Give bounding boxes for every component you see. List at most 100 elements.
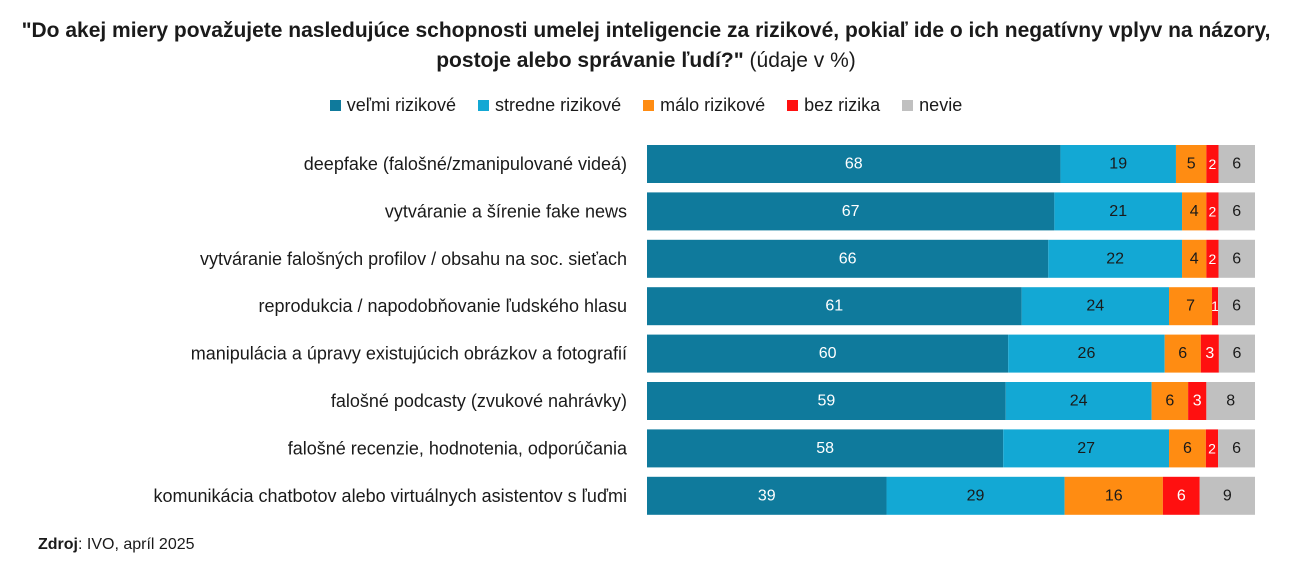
data-label: 6: [1232, 156, 1241, 173]
data-label: 60: [819, 345, 837, 362]
data-label: 6: [1232, 298, 1241, 315]
bar-segment: [1003, 429, 1170, 468]
data-label: 24: [1086, 298, 1104, 315]
data-label: 3: [1205, 345, 1214, 362]
chart-legend: veľmi rizikové stredne rizikové málo rizik…: [0, 95, 1292, 116]
data-label: 26: [1078, 345, 1096, 362]
bar-segment: [1060, 145, 1176, 183]
data-label: 6: [1177, 487, 1186, 504]
bar-segment: [647, 382, 1006, 420]
data-label: 27: [1077, 440, 1095, 457]
data-label: 1: [1211, 298, 1219, 314]
category-label: deepfake (falošné/zmanipulované videá): [304, 154, 627, 174]
bar-segment: [1048, 239, 1183, 278]
bar-segment: [1182, 239, 1207, 278]
data-label: 67: [842, 203, 860, 220]
bar-segment: [1218, 239, 1255, 278]
bar-segment: [1218, 429, 1255, 468]
chart-question: "Do akej miery považujete nasledujúce sc…: [21, 19, 1271, 72]
bar-segment: [1054, 192, 1183, 231]
bar-segment: [1206, 145, 1219, 183]
legend-label: stredne rizikové: [495, 95, 622, 115]
legend-swatch: [787, 100, 799, 111]
data-label: 29: [967, 487, 985, 504]
data-label: 6: [1232, 203, 1241, 220]
legend-item: málo rizikové: [643, 95, 765, 116]
bar-segment: [647, 287, 1022, 326]
source-text: : IVO, apríl 2025: [78, 536, 195, 553]
data-label: 24: [1070, 393, 1088, 410]
legend-label: veľmi rizikové: [346, 95, 457, 115]
category-label: manipulácia a úpravy existujúcich obrázk…: [191, 344, 627, 364]
data-label: 66: [839, 250, 857, 267]
data-label: 3: [1193, 393, 1202, 410]
legend-swatch: [902, 100, 914, 111]
bar-segment: [1005, 382, 1152, 420]
bar-segment: [1169, 287, 1213, 326]
data-label: 59: [817, 393, 835, 410]
data-label: 5: [1187, 156, 1196, 173]
chart-unit: (údaje v %): [749, 49, 856, 72]
bar-segment: [1021, 287, 1170, 326]
category-label: falošné podcasty (zvukové nahrávky): [331, 391, 627, 411]
legend-swatch: [478, 100, 490, 111]
legend-label: málo rizikové: [660, 95, 766, 115]
bar-segment: [1205, 429, 1219, 468]
bar-segment: [1218, 145, 1255, 183]
bar-segment: [647, 429, 1004, 468]
legend-label: bez rizika: [804, 95, 881, 115]
legend-swatch: [643, 100, 655, 111]
bar-segment: [647, 192, 1055, 231]
data-label: 6: [1178, 345, 1187, 362]
bar-segment: [1169, 429, 1206, 468]
bar-segment: [1188, 382, 1207, 420]
source-label: Zdroj: [38, 536, 78, 553]
data-label: 16: [1105, 487, 1123, 504]
data-label: 6: [1232, 345, 1241, 362]
data-label: 19: [1109, 156, 1127, 173]
bar-segment: [1164, 334, 1201, 373]
data-label: 9: [1223, 487, 1232, 504]
bar-segment: [1212, 287, 1219, 326]
data-label: 6: [1232, 440, 1241, 457]
source-note: Zdroj: IVO, apríl 2025: [38, 536, 195, 554]
bar-segment: [647, 476, 887, 515]
data-label: 22: [1106, 250, 1124, 267]
category-label: falošné recenzie, hodnotenia, odporúčani…: [288, 438, 628, 458]
legend-label: nevie: [919, 95, 963, 115]
data-label: 2: [1209, 203, 1217, 219]
data-label: 2: [1209, 251, 1217, 267]
bar-segment: [1206, 192, 1219, 231]
data-label: 6: [1165, 393, 1174, 410]
data-label: 7: [1186, 298, 1195, 315]
data-label: 39: [758, 487, 776, 504]
bar-segment: [886, 476, 1065, 515]
category-label: reprodukcia / napodobňovanie ľudského hl…: [258, 296, 627, 316]
category-label: vytváranie a šírenie fake news: [385, 201, 627, 221]
data-label: 6: [1183, 440, 1192, 457]
bar-segment: [1200, 334, 1219, 373]
data-label: 2: [1208, 440, 1216, 456]
bar-segment: [1162, 476, 1200, 515]
bar-segment: [1206, 382, 1255, 420]
data-label: 68: [845, 156, 863, 173]
bar-segment: [1218, 334, 1255, 373]
legend-item: veľmi rizikové: [329, 95, 457, 116]
bar-segment: [647, 334, 1009, 373]
data-label: 58: [816, 440, 834, 457]
bar-segment: [1151, 382, 1189, 420]
bar-segment: [1064, 476, 1163, 515]
data-label: 61: [825, 298, 843, 315]
data-label: 4: [1190, 203, 1199, 220]
category-label: komunikácia chatbotov alebo virtuálnych …: [153, 486, 627, 506]
bar-segment: [1175, 145, 1207, 183]
category-label: vytváranie falošných profilov / obsahu n…: [200, 249, 627, 269]
data-label: 4: [1190, 250, 1199, 267]
data-label: 2: [1209, 156, 1217, 172]
bar-segment: [1199, 476, 1255, 515]
bar-segment: [1206, 239, 1219, 278]
data-label: 21: [1109, 203, 1127, 220]
data-label: 8: [1226, 393, 1235, 410]
bar-segment: [1218, 287, 1255, 326]
bar-segment: [647, 145, 1061, 183]
